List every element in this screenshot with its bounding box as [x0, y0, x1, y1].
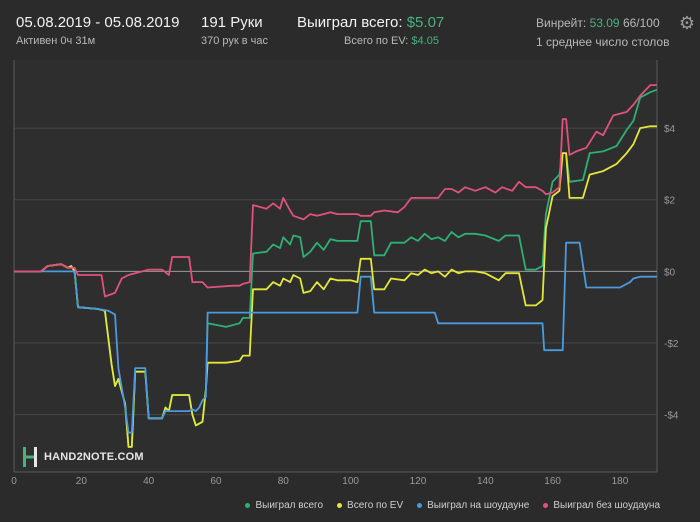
gear-icon[interactable]: ⚙	[678, 13, 696, 33]
x-tick-label: 80	[278, 476, 290, 487]
y-tick-label: $4	[664, 124, 676, 135]
x-tick-label: 100	[342, 476, 359, 487]
x-tick-label: 180	[612, 476, 629, 487]
legend-item[interactable]: Выиграл на шоудауне	[417, 500, 529, 511]
logo-mark-icon	[23, 447, 37, 467]
legend-item[interactable]: Выиграл без шоудауна	[543, 500, 660, 511]
y-tick-label: $0	[664, 267, 676, 278]
chart-legend: Выиграл всего Всего по EV Выиграл на шоуда…	[245, 500, 660, 511]
legend-dot-icon	[337, 503, 343, 508]
winrate-value: 53.09	[589, 16, 620, 30]
won-total: Выиграл всего: $5.07	[297, 14, 444, 31]
ev-value: $4.05	[411, 35, 439, 47]
avg-tables: 1 среднее число столов	[536, 35, 670, 49]
x-tick-label: 0	[11, 476, 17, 487]
ev-total: Всего по EV: $4.05	[344, 35, 439, 47]
winrate-hands: 66/100	[622, 16, 660, 30]
legend-item[interactable]: Выиграл всего	[245, 500, 323, 511]
active-time: Активен 0ч 31м	[16, 35, 96, 47]
x-tick-label: 140	[477, 476, 494, 487]
y-tick-label: -$4	[664, 411, 679, 422]
y-tick-label: -$2	[664, 339, 679, 350]
logo-text: HAND2NOTE.COM	[44, 451, 144, 463]
series-line-2	[14, 125, 657, 448]
x-tick-label: 20	[76, 476, 88, 487]
x-tick-label: 160	[544, 476, 561, 487]
hands-count: 191 Руки	[201, 14, 263, 31]
legend-item[interactable]: Всего по EV	[337, 500, 403, 511]
legend-label: Выиграл без шоудауна	[553, 500, 660, 511]
series-line-3	[14, 241, 657, 434]
legend-dot-icon	[417, 503, 423, 508]
won-total-label: Выиграл всего:	[297, 14, 403, 31]
date-range: 05.08.2019 - 05.08.2019	[16, 14, 180, 31]
stats-header: 05.08.2019 - 05.08.2019 Активен 0ч 31м 1…	[0, 0, 700, 56]
hands-per-hour: 370 рук в час	[201, 35, 269, 47]
y-tick-label: $2	[664, 196, 676, 207]
plot-area	[14, 60, 657, 472]
legend-dot-icon	[543, 503, 549, 508]
ev-label: Всего по EV:	[344, 35, 409, 47]
series-line-4	[14, 84, 657, 298]
x-tick-label: 40	[143, 476, 155, 487]
x-tick-label: 120	[410, 476, 427, 487]
winrate: Винрейт: 53.09 66/100	[536, 16, 660, 30]
x-tick-label: 60	[210, 476, 222, 487]
legend-label: Выиграл всего	[255, 500, 324, 511]
legend-label: Выиграл на шоудауне	[427, 500, 530, 511]
brand-logo: HAND2NOTE.COM	[22, 446, 144, 468]
legend-label: Всего по EV	[347, 500, 404, 511]
legend-dot-icon	[245, 503, 251, 508]
won-total-value: $5.07	[406, 14, 445, 31]
winrate-label: Винрейт:	[536, 16, 587, 30]
